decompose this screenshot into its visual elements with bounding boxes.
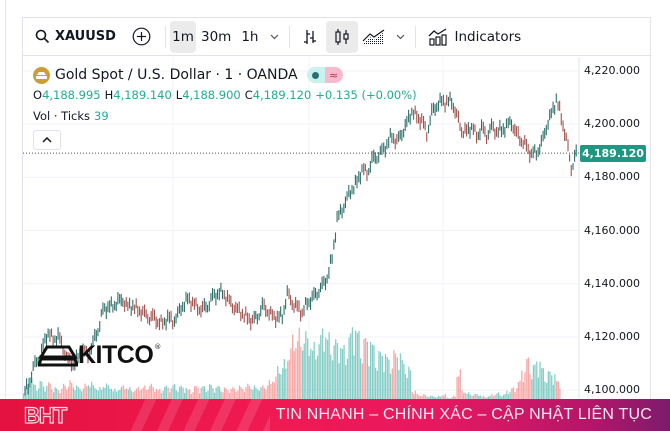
chart-toolbar: XAUUSD 1m 30m 1h — [23, 18, 650, 56]
bar-chart-type-button[interactable] — [294, 22, 326, 52]
price-axis-label: 4,120.000 — [584, 329, 640, 343]
chart-type-dropdown[interactable] — [390, 22, 411, 52]
open-label: O — [33, 88, 43, 102]
banner-stripes — [130, 399, 270, 431]
market-open-icon — [306, 67, 325, 83]
instrument-title[interactable]: Gold Spot / U.S. Dollar · 1 · OANDA — [55, 67, 298, 83]
toolbar-divider — [288, 25, 290, 48]
tradingview-chart-widget: XAUUSD 1m 30m 1h — [22, 17, 652, 413]
timeframe-30m[interactable]: 30m — [201, 28, 232, 45]
ohlc-values: O4,188.995 H4,189.140 L4,188.900 C4,189.… — [33, 88, 417, 104]
compare-symbol-button[interactable] — [121, 22, 161, 52]
indicators-icon — [428, 27, 447, 46]
kitco-watermark: KITCO ® — [38, 343, 161, 368]
market-status-pill[interactable]: ≈ — [306, 67, 343, 83]
bht-logo: BHT — [23, 402, 67, 428]
chevron-down-icon — [270, 34, 278, 39]
gold-bar-icon — [33, 66, 50, 84]
banner-slogan: TIN NHANH – CHÍNH XÁC – CẬP NHẬT LIÊN TỤ… — [275, 406, 652, 423]
chart-legend: Gold Spot / U.S. Dollar · 1 · OANDA ≈ O4… — [33, 64, 417, 123]
open-value: 4,188.995 — [42, 88, 101, 102]
registered-mark: ® — [154, 343, 162, 351]
price-axis-label: 4,200.000 — [584, 117, 640, 131]
bht-banner: BHT TIN NHANH – CHÍNH XÁC – CẬP NHẬT LIÊ… — [0, 399, 670, 431]
ohlc-bars-icon — [303, 29, 316, 44]
timeframe-1m[interactable]: 1m — [170, 20, 196, 53]
left-edge-panel — [0, 0, 6, 400]
indicators-button[interactable]: Indicators — [420, 22, 526, 52]
candlestick-icon — [334, 28, 349, 45]
price-axis-label: 4,100.000 — [584, 383, 640, 396]
current-price-tag: 4,189.120 — [580, 145, 646, 163]
toolbar-divider — [414, 25, 416, 48]
change-value: +0.135 (+0.00%) — [315, 88, 417, 102]
price-axis-label: 4,160.000 — [584, 223, 640, 237]
chevron-up-icon — [42, 137, 52, 143]
candles-chart-type-button[interactable] — [325, 20, 358, 53]
chevron-down-icon — [396, 34, 404, 39]
timeframe-1h[interactable]: 1h — [241, 28, 259, 45]
volume-label: Vol · Ticks — [33, 109, 91, 123]
search-icon — [35, 29, 50, 44]
collapse-legend-button[interactable] — [33, 130, 61, 150]
price-axis-label: 4,180.000 — [584, 170, 640, 184]
low-label: L — [175, 88, 183, 102]
volume-value: 39 — [94, 109, 109, 123]
price-axis-label: 4,140.000 — [584, 276, 640, 290]
low-value: 4,188.900 — [182, 88, 241, 102]
area-chart-icon — [362, 29, 384, 44]
high-value: 4,189.140 — [113, 88, 172, 102]
close-label: C — [244, 88, 253, 102]
close-value: 4,189.120 — [252, 88, 312, 102]
toolbar-divider — [165, 25, 166, 48]
symbol-label: XAUUSD — [55, 29, 116, 44]
timeframe-dropdown[interactable] — [264, 22, 285, 52]
plus-circle-icon — [132, 27, 150, 46]
indicators-label: Indicators — [454, 28, 522, 45]
area-chart-type-button[interactable] — [358, 22, 390, 52]
symbol-search-button[interactable]: XAUUSD — [23, 22, 121, 52]
delayed-data-icon: ≈ — [324, 67, 343, 83]
kitco-gold-bar-logo — [38, 345, 78, 366]
price-axis-label: 4,220.000 — [584, 64, 640, 77]
kitco-logo-text: KITCO — [78, 341, 154, 369]
volume-legend[interactable]: Vol · Ticks 39 — [33, 109, 417, 123]
high-label: H — [104, 88, 114, 102]
price-chart-canvas[interactable] — [23, 18, 652, 413]
